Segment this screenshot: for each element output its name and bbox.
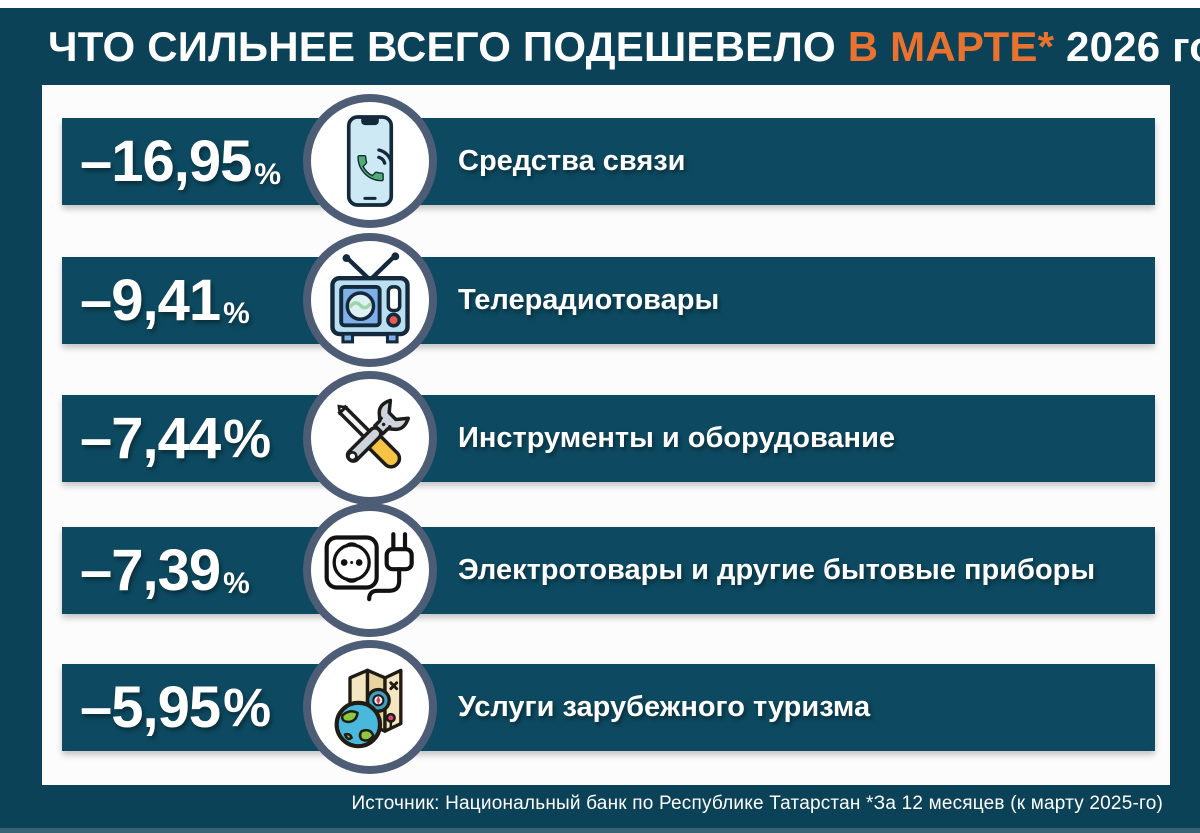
tools-icon [337,398,411,469]
icon-circle [303,94,437,228]
icon-circle [303,640,437,774]
icon-circle [303,371,437,505]
percent-sign: % [223,296,250,330]
category-label: Телерадиотовары [458,284,720,316]
percent-value: –16,95% [80,118,281,205]
category-row-electrical: –7,39% Электротовары и другие бытовые пр… [62,503,1155,637]
tv-icon [330,252,410,344]
smartphone-call-icon [346,115,394,207]
percent-sign: % [254,157,282,191]
category-label: Инструменты и оборудование [458,422,896,454]
percent-value: –7,44% [80,395,271,482]
socket-plug-icon [324,532,414,602]
bottom-border-strip [0,828,1200,833]
percent-value: –5,95% [80,664,271,751]
percent-number: –7,39 [80,538,221,603]
percent-sign: % [223,566,250,600]
page-title: ЧТО СИЛЬНЕЕ ВСЕГО ПОДЕШЕВЕЛО В МАРТЕ* 20… [48,8,1200,85]
percent-number: –9,41 [80,268,221,333]
category-row-tools: –7,44% Инструменты и оборудовани [62,371,1155,505]
title-prefix: ЧТО СИЛЬНЕЕ ВСЕГО ПОДЕШЕВЕЛО [48,22,848,70]
icon-circle [303,233,437,367]
top-border-strip [0,0,1200,8]
percent-number: –7,44 [80,406,221,471]
percent-number: –16,95 [80,129,252,194]
map-globe-icon [334,668,403,749]
percent-number: –5,95 [80,675,221,740]
category-label: Услуги зарубежного туризма [458,691,871,723]
icon-circle [303,503,437,637]
category-label: Средства связи [458,145,686,177]
category-row-tv-radio: –9,41% Телерадиотовары [62,233,1155,367]
percent-sign: % [223,408,272,469]
percent-value: –7,39% [80,527,250,614]
source-note: Источник: Национальный банк по Республик… [351,793,1163,814]
percent-sign: % [223,677,272,738]
title-highlight: В МАРТЕ* [847,22,1055,70]
title-suffix: 2026 года [1066,22,1200,70]
category-row-communication: –16,95% Средства связи [62,94,1155,228]
percent-value: –9,41% [80,257,250,344]
category-label: Электротовары и другие бытовые приборы [458,554,1096,586]
category-row-tourism: –5,95% Услуги зарубежного туризма [62,640,1155,774]
